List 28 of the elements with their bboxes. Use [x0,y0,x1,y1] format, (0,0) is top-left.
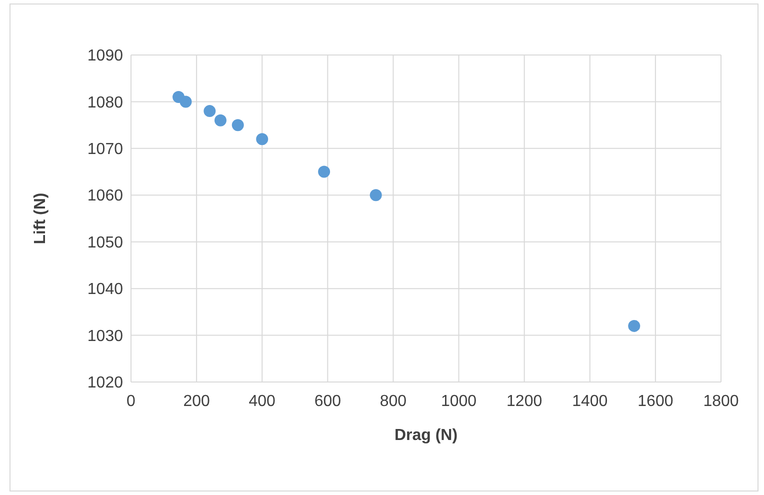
y-tick-label: 1040 [87,281,124,298]
x-tick-label: 1400 [572,393,608,410]
point [204,105,216,118]
y-tick-label: 1060 [87,188,124,205]
y-tick-label: 1020 [87,374,124,392]
x-tick-label: 800 [380,393,407,410]
point [214,114,226,126]
x-tick-label: 400 [248,393,276,410]
point [370,189,382,202]
x-tick-label: 600 [314,393,342,410]
y-axis-title: Lift (N) [32,192,49,244]
point [256,133,268,146]
x-axis-title: Drag (N) [394,427,458,444]
point [180,96,192,108]
x-tick-label: 1000 [440,393,477,410]
point [318,166,330,178]
x-tick-label: 1600 [638,393,674,410]
y-tick-label: 1080 [87,94,124,112]
x-tick-label: 0 [126,393,136,410]
x-tick-label: 1200 [506,393,542,410]
point [232,119,244,132]
point [628,320,640,332]
y-tick-label: 1030 [87,328,124,345]
x-tick-label: 200 [183,393,210,410]
x-tick-label: 1800 [703,393,739,410]
y-tick-label: 1090 [87,48,124,65]
y-tick-label: 1070 [87,141,124,158]
y-tick-label: 1050 [87,234,124,252]
